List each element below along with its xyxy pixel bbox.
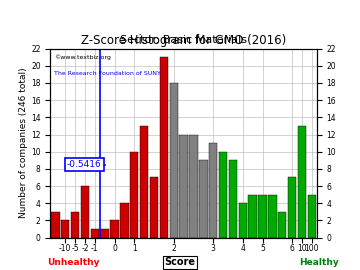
Bar (278, 212, 287, 238)
Bar (268, 195, 276, 238)
Text: Healthy: Healthy (299, 258, 338, 267)
Bar (189, 134, 198, 238)
Bar (170, 83, 178, 238)
Bar (100, 229, 109, 238)
Bar (61, 220, 69, 238)
Title: Z-Score Histogram for GMO (2016): Z-Score Histogram for GMO (2016) (81, 35, 286, 48)
Bar (308, 195, 316, 238)
Bar (150, 177, 158, 238)
Bar (110, 220, 119, 238)
Bar (199, 160, 207, 238)
Text: Unhealthy: Unhealthy (47, 258, 99, 267)
Bar (81, 186, 89, 238)
Bar (229, 160, 237, 238)
Bar (130, 152, 139, 238)
Bar (51, 212, 59, 238)
Bar (298, 126, 306, 238)
Bar (239, 203, 247, 238)
Text: -0.5416: -0.5416 (67, 160, 102, 169)
Y-axis label: Number of companies (246 total): Number of companies (246 total) (19, 68, 28, 218)
Text: Score: Score (165, 257, 195, 267)
Bar (91, 229, 99, 238)
Text: The Research Foundation of SUNY: The Research Foundation of SUNY (54, 71, 161, 76)
Bar (258, 195, 267, 238)
Text: Sector: Basic Materials: Sector: Basic Materials (120, 35, 247, 45)
Bar (248, 195, 257, 238)
Bar (179, 134, 188, 238)
Bar (71, 212, 79, 238)
Bar (160, 57, 168, 238)
Bar (120, 203, 129, 238)
Bar (219, 152, 227, 238)
Bar (140, 126, 148, 238)
Bar (209, 143, 217, 238)
Text: ©www.textbiz.org: ©www.textbiz.org (54, 54, 111, 60)
Bar (288, 177, 296, 238)
